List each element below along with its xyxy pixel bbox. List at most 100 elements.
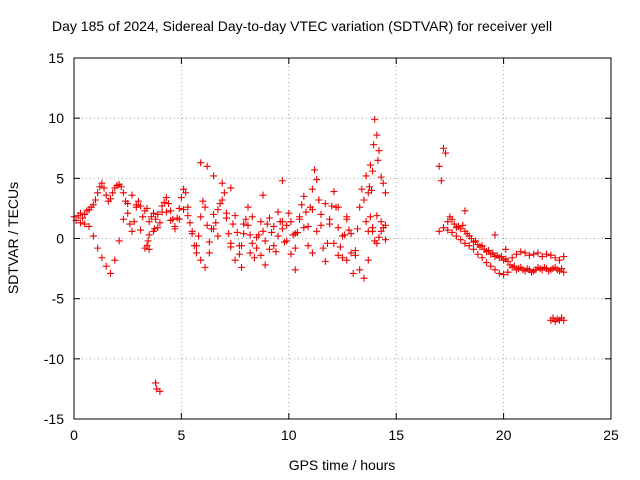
data-point	[318, 222, 325, 229]
data-point	[560, 253, 567, 260]
data-point	[328, 203, 335, 210]
data-point	[326, 216, 333, 223]
data-point	[210, 172, 217, 179]
data-point	[287, 218, 294, 225]
data-point	[197, 257, 204, 264]
data-point	[483, 259, 490, 266]
x-tick-label: 20	[496, 427, 512, 443]
data-point	[193, 249, 200, 256]
data-point	[214, 206, 221, 213]
data-point	[264, 221, 271, 228]
data-point	[354, 225, 361, 232]
data-point	[279, 177, 286, 184]
sdtvar-chart: Day 185 of 2024, Sidereal Day-to-day VTE…	[0, 0, 640, 480]
data-point	[292, 245, 299, 252]
data-point	[120, 189, 127, 196]
data-point	[356, 204, 363, 211]
data-point	[461, 207, 468, 214]
data-point	[240, 230, 247, 237]
data-point	[234, 229, 241, 236]
data-point	[311, 166, 318, 173]
data-point	[116, 237, 123, 244]
data-point	[315, 196, 322, 203]
data-point	[266, 246, 273, 253]
data-point	[165, 200, 172, 207]
data-point	[382, 236, 389, 243]
data-point	[322, 258, 329, 265]
data-point	[206, 239, 213, 246]
data-point	[225, 230, 232, 237]
data-point	[111, 257, 118, 264]
data-point	[470, 246, 477, 253]
y-tick-label: 10	[48, 110, 64, 126]
data-point	[137, 227, 144, 234]
data-point	[270, 242, 277, 249]
data-point	[219, 180, 226, 187]
data-point	[247, 249, 254, 256]
data-point	[487, 263, 494, 270]
y-tick-label: 0	[56, 231, 64, 247]
data-point	[337, 243, 344, 250]
data-point	[371, 116, 378, 123]
data-point	[275, 209, 282, 216]
data-point	[244, 204, 251, 211]
data-point	[244, 222, 251, 229]
data-point	[214, 233, 221, 240]
data-point	[139, 213, 146, 220]
data-point	[305, 242, 312, 249]
data-point	[204, 222, 211, 229]
data-point	[199, 198, 206, 205]
data-point	[103, 263, 110, 270]
data-point	[367, 162, 374, 169]
data-point	[260, 228, 267, 235]
data-point	[363, 172, 370, 179]
data-point	[249, 213, 256, 220]
x-axis-ticks: 0 5 10 15 20 25	[70, 58, 619, 443]
data-point	[186, 219, 193, 226]
data-point	[309, 249, 316, 256]
data-point	[330, 188, 337, 195]
data-point	[107, 270, 114, 277]
data-point	[103, 192, 110, 199]
data-point	[238, 264, 245, 271]
data-point	[292, 266, 299, 273]
x-tick-label: 5	[178, 427, 186, 443]
data-point	[360, 275, 367, 282]
x-tick-label: 0	[70, 427, 78, 443]
data-point	[309, 186, 316, 193]
data-point	[232, 257, 239, 264]
data-point	[373, 212, 380, 219]
data-point	[370, 141, 377, 148]
data-point	[457, 236, 464, 243]
data-point	[128, 192, 135, 199]
data-point	[287, 251, 294, 258]
data-point	[195, 233, 202, 240]
data-point	[382, 189, 389, 196]
data-point	[152, 379, 159, 386]
data-point	[335, 224, 342, 231]
x-tick-label: 10	[281, 427, 297, 443]
data-point	[197, 213, 204, 220]
data-point	[298, 201, 305, 208]
data-point	[120, 216, 127, 223]
chart-title: Day 185 of 2024, Sidereal Day-to-day VTE…	[52, 18, 552, 34]
data-point	[360, 196, 367, 203]
data-point	[223, 210, 230, 217]
data-point	[285, 210, 292, 217]
data-point	[300, 224, 307, 231]
data-point	[202, 264, 209, 271]
data-point	[229, 221, 236, 228]
data-point	[94, 189, 101, 196]
data-point	[272, 248, 279, 255]
data-point	[530, 251, 537, 258]
data-point	[376, 234, 383, 241]
data-point	[313, 228, 320, 235]
data-point	[178, 194, 185, 201]
y-tick-label: -10	[44, 351, 64, 367]
data-point	[322, 200, 329, 207]
data-point	[378, 218, 385, 225]
data-point	[275, 233, 282, 240]
data-point	[206, 249, 213, 256]
x-axis-label: GPS time / hours	[289, 457, 396, 473]
data-point	[534, 249, 541, 256]
